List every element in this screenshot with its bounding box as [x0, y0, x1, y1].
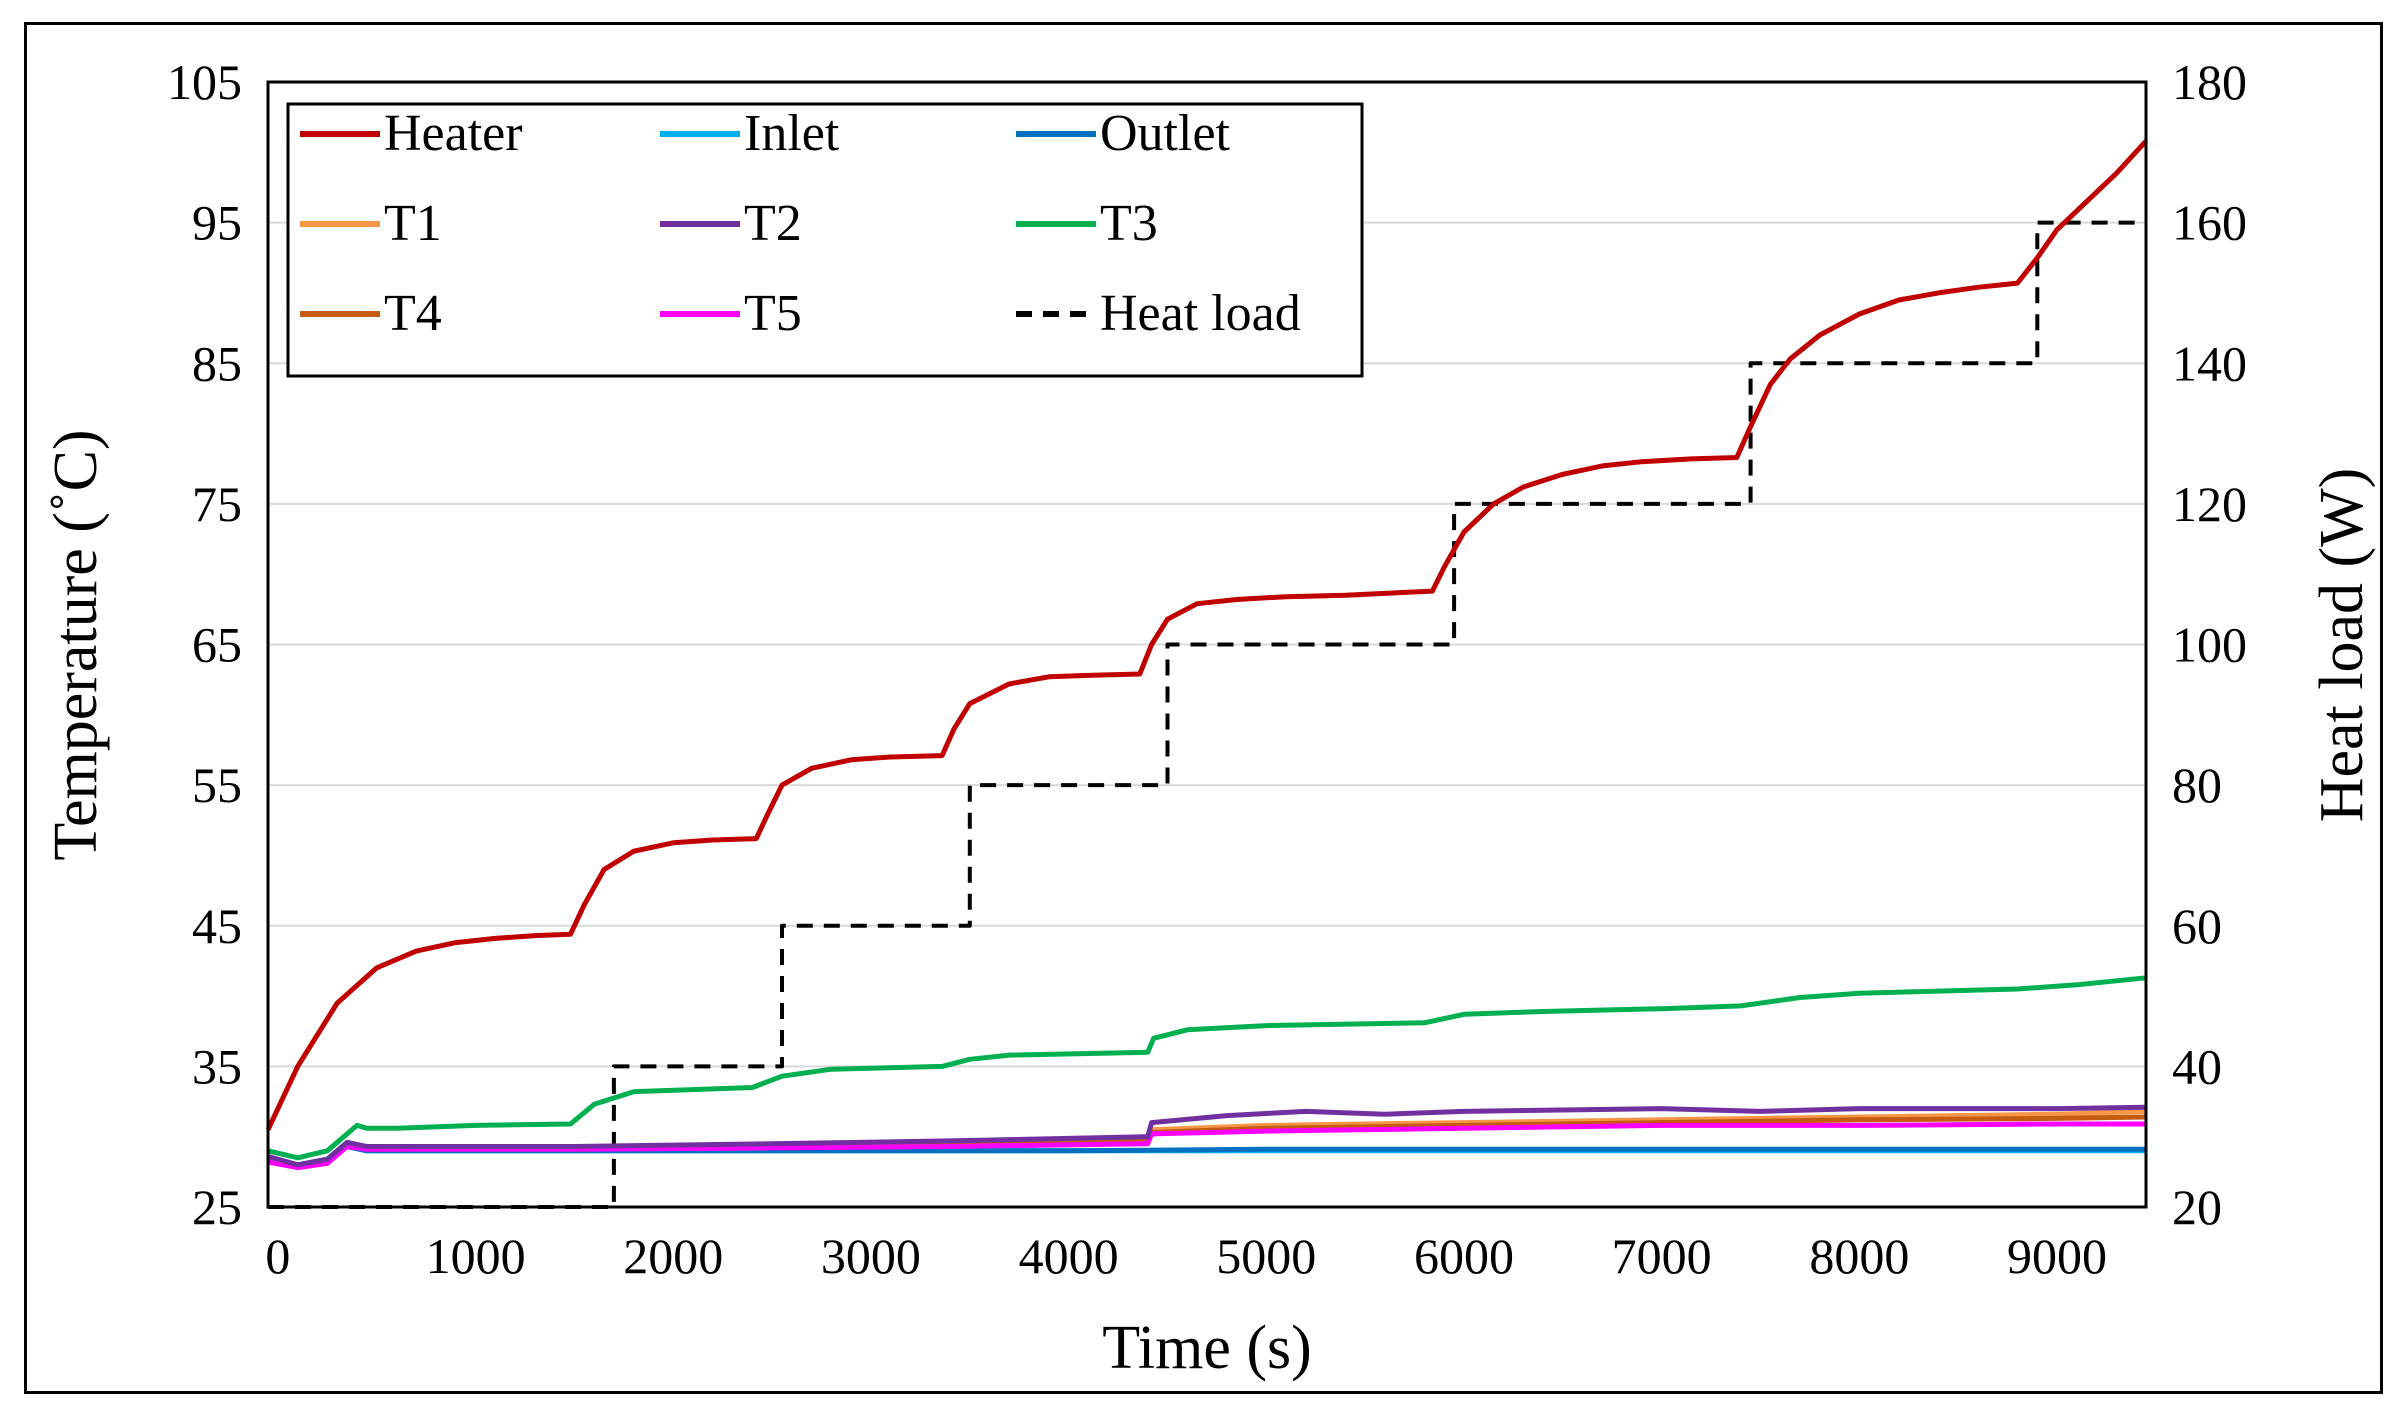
y-axis-left-ticks: 25 35 45 55 65 75 85 95 105 [167, 54, 242, 1235]
series-line-t2 [267, 1104, 2147, 1168]
x-tick-label: 7000 [1612, 1228, 1712, 1284]
x-tick-label: 2000 [623, 1228, 723, 1284]
y2-tick-label: 180 [2172, 54, 2247, 110]
series-line-t3 [267, 975, 2147, 1161]
series-line-heat-load [268, 220, 2146, 1209]
y-axis-title: Temperature (˚C) [42, 429, 110, 860]
y2-tick-label: 20 [2172, 1179, 2222, 1235]
x-tick-label: 8000 [1809, 1228, 1909, 1284]
figure-frame [24, 22, 2383, 1394]
y2-tick-label: 120 [2172, 476, 2247, 532]
y-tick-label: 35 [192, 1038, 242, 1094]
y2-tick-label: 140 [2172, 335, 2247, 391]
x-axis-ticks: 0 1000 2000 3000 4000 5000 6000 7000 8000 9000 [265, 1228, 2107, 1284]
y2-tick-label: 80 [2172, 757, 2222, 813]
y-tick-label: 85 [192, 335, 242, 391]
legend-label: T4 [384, 285, 442, 342]
y-tick-label: 45 [192, 898, 242, 954]
y2-axis-title: Heat load (W) [2308, 468, 2376, 823]
legend-label: Heat load [1100, 285, 1301, 342]
y2-tick-label: 40 [2172, 1038, 2222, 1094]
series-layer [265, 139, 2148, 1209]
legend-label: Heater [384, 105, 523, 162]
legend-label: Inlet [744, 105, 840, 162]
x-tick-label: 1000 [426, 1228, 526, 1284]
series-line-t5 [267, 1121, 2146, 1171]
y-tick-label: 55 [192, 757, 242, 813]
y2-tick-label: 160 [2172, 195, 2247, 251]
x-tick-label: 5000 [1216, 1228, 1316, 1284]
x-axis-title: Time (s) [1102, 1314, 1312, 1382]
legend-box [286, 102, 1364, 378]
legend-label: Outlet [1100, 105, 1231, 162]
y2-tick-label: 100 [2172, 617, 2247, 673]
y2-tick-label: 60 [2172, 898, 2222, 954]
legend: Heater Inlet Outlet T1 T2 T3 T4 T5 Heat load [286, 102, 1364, 378]
legend-label: T5 [744, 285, 802, 342]
x-tick-label: 9000 [2007, 1228, 2107, 1284]
y-tick-label: 105 [167, 54, 242, 110]
y-tick-label: 75 [192, 476, 242, 532]
legend-label: T2 [744, 195, 802, 252]
y-tick-label: 95 [192, 195, 242, 251]
x-tick-label: 0 [265, 1228, 290, 1284]
x-tick-label: 3000 [821, 1228, 921, 1284]
series-line-heater [265, 139, 2148, 1131]
plot-area-border [266, 80, 2148, 1209]
y-axis-right-ticks: 20 40 60 80 100 120 140 160 180 [2172, 54, 2247, 1235]
y-tick-label: 65 [192, 617, 242, 673]
legend-label: T1 [384, 195, 442, 252]
x-tick-label: 6000 [1414, 1228, 1514, 1284]
legend-label: T3 [1100, 195, 1158, 252]
y-tick-label: 25 [192, 1179, 242, 1235]
x-tick-label: 4000 [1019, 1228, 1119, 1284]
